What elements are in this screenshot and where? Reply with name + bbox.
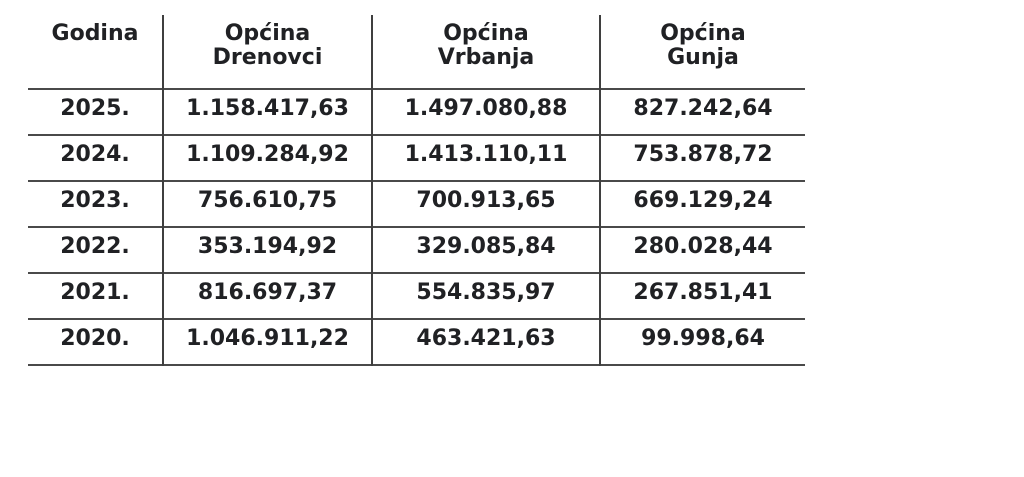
value-cell: 827.242,64 <box>600 88 805 135</box>
year-cell: 2024. <box>28 134 164 181</box>
municipality-year-table: Godina Općina Drenovci Općina Vrbanja Op… <box>28 15 805 366</box>
value-cell: 353.194,92 <box>163 226 373 273</box>
value-cell: 756.610,75 <box>163 180 373 227</box>
year-cell: 2023. <box>28 180 164 227</box>
value-cell: 463.421,63 <box>372 318 601 365</box>
table-row: 2023. 756.610,75 700.913,65 669.129,24 <box>28 180 805 227</box>
value-cell: 1.109.284,92 <box>163 134 373 181</box>
value-cell: 669.129,24 <box>600 180 805 227</box>
value-cell: 99.998,64 <box>600 318 805 365</box>
table-row: 2024. 1.109.284,92 1.413.110,11 753.878,… <box>28 134 805 181</box>
value-cell: 280.028,44 <box>600 226 805 273</box>
column-header-godina: Godina <box>28 15 164 89</box>
value-cell: 1.158.417,63 <box>163 88 373 135</box>
value-cell: 1.046.911,22 <box>163 318 373 365</box>
column-header-gunja: Općina Gunja <box>660 21 746 70</box>
value-cell: 700.913,65 <box>372 180 601 227</box>
year-cell: 2020. <box>28 318 164 365</box>
value-cell: 554.835,97 <box>372 272 601 319</box>
table-row: 2020. 1.046.911,22 463.421,63 99.998,64 <box>28 318 805 365</box>
value-cell: 1.497.080,88 <box>372 88 601 135</box>
value-cell: 329.085,84 <box>372 226 601 273</box>
year-cell: 2025. <box>28 88 164 135</box>
table-row: 2021. 816.697,37 554.835,97 267.851,41 <box>28 272 805 319</box>
value-cell: 267.851,41 <box>600 272 805 319</box>
table-row: 2022. 353.194,92 329.085,84 280.028,44 <box>28 226 805 273</box>
column-header-drenovci: Općina Drenovci <box>163 15 373 89</box>
year-cell: 2021. <box>28 272 164 319</box>
value-cell: 1.413.110,11 <box>372 134 601 181</box>
table-row: 2025. 1.158.417,63 1.497.080,88 827.242,… <box>28 88 805 135</box>
value-cell: 753.878,72 <box>600 134 805 181</box>
year-cell: 2022. <box>28 226 164 273</box>
municipality-year-table-container: Godina Općina Drenovci Općina Vrbanja Op… <box>28 15 805 366</box>
value-cell: 816.697,37 <box>163 272 373 319</box>
header-row: Godina Općina Drenovci Općina Vrbanja Op… <box>28 15 805 89</box>
column-header-vrbanja: Općina Vrbanja <box>372 15 601 89</box>
